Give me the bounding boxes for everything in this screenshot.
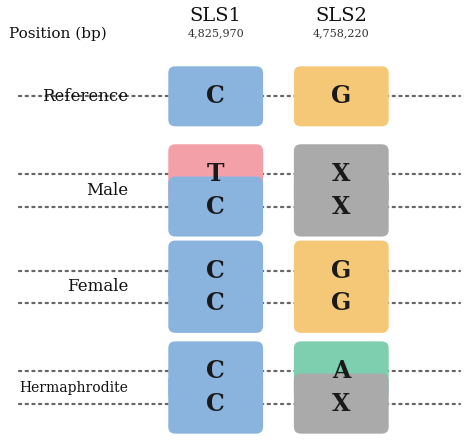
Text: C: C [206, 291, 225, 315]
Text: T: T [207, 162, 224, 186]
Text: X: X [332, 162, 351, 186]
FancyBboxPatch shape [168, 341, 263, 401]
FancyBboxPatch shape [168, 177, 263, 237]
FancyBboxPatch shape [294, 374, 389, 434]
Text: A: A [332, 359, 350, 383]
Text: Hermaphrodite: Hermaphrodite [19, 380, 128, 395]
FancyBboxPatch shape [168, 66, 263, 126]
Text: Reference: Reference [42, 88, 128, 105]
Text: SLS2: SLS2 [315, 7, 367, 25]
Text: 4,825,970: 4,825,970 [187, 29, 244, 39]
Text: X: X [332, 392, 351, 416]
Text: X: X [332, 194, 351, 219]
Text: SLS1: SLS1 [190, 7, 242, 25]
FancyBboxPatch shape [294, 177, 389, 237]
Text: G: G [331, 291, 351, 315]
Text: Female: Female [67, 278, 128, 295]
FancyBboxPatch shape [294, 241, 389, 301]
Text: C: C [206, 359, 225, 383]
FancyBboxPatch shape [168, 374, 263, 434]
FancyBboxPatch shape [168, 273, 263, 333]
FancyBboxPatch shape [294, 273, 389, 333]
Text: C: C [206, 84, 225, 108]
Text: C: C [206, 194, 225, 219]
Text: 4,758,220: 4,758,220 [313, 29, 370, 39]
FancyBboxPatch shape [294, 66, 389, 126]
FancyBboxPatch shape [294, 144, 389, 204]
FancyBboxPatch shape [168, 144, 263, 204]
Text: G: G [331, 258, 351, 283]
Text: Male: Male [86, 182, 128, 199]
Text: C: C [206, 258, 225, 283]
Text: Position (bp): Position (bp) [9, 26, 107, 41]
Text: C: C [206, 392, 225, 416]
FancyBboxPatch shape [168, 241, 263, 301]
Text: G: G [331, 84, 351, 108]
FancyBboxPatch shape [294, 341, 389, 401]
